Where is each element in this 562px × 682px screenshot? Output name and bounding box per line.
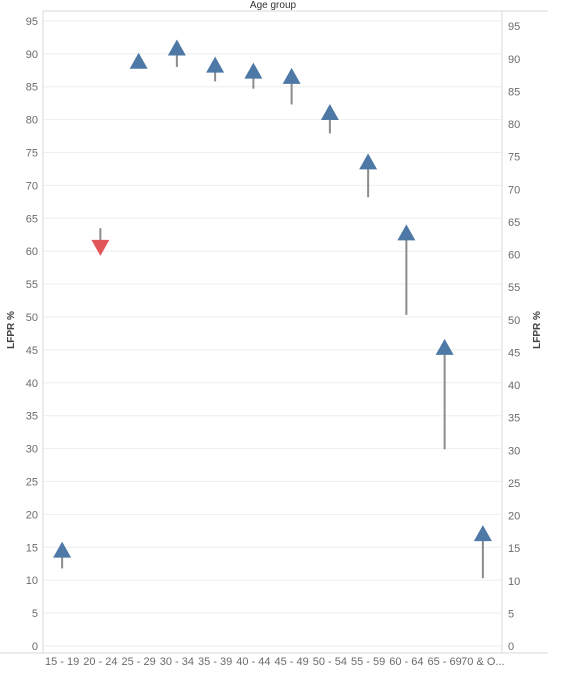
- x-tick-label: 20 - 24: [83, 656, 117, 668]
- y-tick-label-left: 85: [26, 82, 38, 94]
- y-tick-label-left: 40: [26, 378, 38, 390]
- y-tick-label-right: 5: [508, 608, 514, 620]
- increase-marker: [53, 541, 72, 558]
- increase-marker: [167, 39, 186, 56]
- y-tick-label-right: 40: [508, 380, 520, 392]
- y-tick-label-left: 60: [26, 246, 38, 258]
- y-tick-label-left: 10: [26, 575, 38, 587]
- y-tick-label-left: 65: [26, 213, 38, 225]
- y-tick-label-left: 5: [32, 608, 38, 620]
- y-tick-label-left: 95: [26, 16, 38, 28]
- y-tick-label-right: 80: [508, 119, 520, 131]
- x-tick-label: 30 - 34: [160, 656, 194, 668]
- increase-marker: [435, 338, 454, 355]
- y-tick-label-left: 25: [26, 477, 38, 489]
- increase-marker: [282, 67, 301, 84]
- x-tick-label: 50 - 54: [313, 656, 347, 668]
- y-tick-label-right: 30: [508, 445, 520, 457]
- y-axis-title-right: LFPR %: [532, 311, 543, 349]
- x-tick-label: 15 - 19: [45, 656, 79, 668]
- y-tick-label-right: 15: [508, 543, 520, 555]
- increase-marker: [206, 56, 225, 73]
- increase-marker: [473, 525, 492, 542]
- increase-marker: [359, 153, 378, 170]
- y-ticks-right: 0 5 10 15 20 25 30 35 40 45 50 55 60 65 70 75 80 85 90 95: [508, 21, 520, 653]
- y-tick-label-left: 90: [26, 49, 38, 61]
- y-tick-label-left: 70: [26, 180, 38, 192]
- x-tick-label: 70 & O...: [461, 656, 504, 668]
- x-tick-label: 60 - 64: [389, 656, 423, 668]
- y-tick-label-left: 0: [32, 641, 38, 653]
- x-tick-label: 55 - 59: [351, 656, 385, 668]
- increase-marker: [129, 52, 148, 69]
- increase-marker: [244, 62, 263, 79]
- increase-marker: [397, 224, 416, 241]
- x-tick-label: 25 - 29: [122, 656, 156, 668]
- y-tick-label-left: 55: [26, 279, 38, 291]
- y-tick-label-left: 30: [26, 444, 38, 456]
- data-marks: [53, 39, 492, 579]
- x-tick-label: 35 - 39: [198, 656, 232, 668]
- y-tick-label-right: 60: [508, 250, 520, 262]
- y-tick-label-left: 15: [26, 542, 38, 554]
- y-tick-label-right: 95: [508, 21, 520, 33]
- y-tick-label-left: 20: [26, 509, 38, 521]
- y-tick-label-left: 35: [26, 411, 38, 423]
- y-ticks-left: 0 5 10 15 20 25 30 35 40 45 50 55 60 65 70 75 80 85 90 95: [26, 16, 38, 653]
- y-tick-label-left: 75: [26, 148, 38, 160]
- y-tick-label-right: 35: [508, 413, 520, 425]
- y-axis-title-left: LFPR %: [6, 311, 17, 349]
- y-tick-label-right: 85: [508, 86, 520, 98]
- x-ticks: 15 - 19 20 - 24 25 - 29 30 - 34 35 - 39 40 - …: [45, 656, 505, 668]
- y-tick-label-right: 75: [508, 152, 520, 164]
- gridlines: [43, 20, 502, 647]
- y-tick-label-right: 50: [508, 315, 520, 327]
- x-tick-label: 45 - 49: [275, 656, 309, 668]
- y-tick-label-right: 20: [508, 511, 520, 523]
- increase-marker: [320, 104, 339, 121]
- y-tick-label-right: 25: [508, 478, 520, 490]
- decrease-marker: [91, 239, 110, 256]
- y-tick-label-right: 55: [508, 282, 520, 294]
- y-tick-label-right: 0: [508, 641, 514, 653]
- y-tick-label-left: 80: [26, 115, 38, 127]
- y-tick-label-right: 90: [508, 54, 520, 66]
- y-tick-label-right: 65: [508, 217, 520, 229]
- y-tick-label-right: 45: [508, 347, 520, 359]
- x-tick-label: 65 - 69: [428, 656, 462, 668]
- y-tick-label-left: 45: [26, 345, 38, 357]
- y-tick-label-right: 70: [508, 184, 520, 196]
- axes: [0, 10, 548, 654]
- chart-title: Age group: [250, 0, 297, 11]
- y-tick-label-left: 50: [26, 312, 38, 324]
- y-tick-label-right: 10: [508, 576, 520, 588]
- x-tick-label: 40 - 44: [236, 656, 270, 668]
